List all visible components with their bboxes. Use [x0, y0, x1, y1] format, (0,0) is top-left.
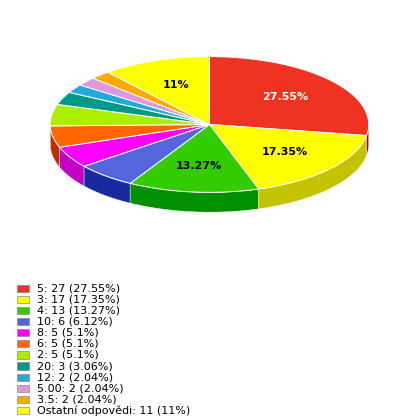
Polygon shape [84, 166, 130, 203]
Text: 2: 5 (5.1%): 2: 5 (5.1%) [37, 350, 99, 360]
Text: 27.55%: 27.55% [262, 92, 308, 102]
Text: 12: 2 (2.04%): 12: 2 (2.04%) [37, 372, 113, 382]
Polygon shape [108, 57, 210, 124]
Polygon shape [57, 92, 210, 124]
Text: 3.5: 2 (2.04%): 3.5: 2 (2.04%) [37, 394, 116, 404]
Bar [17, 396, 29, 403]
Text: 6: 5 (5.1%): 6: 5 (5.1%) [37, 339, 98, 349]
Text: 5.00: 2 (2.04%): 5.00: 2 (2.04%) [37, 383, 124, 393]
Polygon shape [130, 124, 259, 192]
Polygon shape [80, 78, 210, 124]
Text: 13.27%: 13.27% [176, 161, 222, 171]
Polygon shape [50, 104, 210, 126]
Polygon shape [259, 136, 367, 209]
Bar [17, 318, 29, 325]
Polygon shape [210, 57, 369, 136]
Polygon shape [367, 124, 369, 155]
Polygon shape [59, 147, 84, 186]
Polygon shape [69, 85, 210, 124]
Bar [17, 296, 29, 303]
Bar [17, 352, 29, 359]
Text: 10: 6 (6.12%): 10: 6 (6.12%) [37, 317, 113, 327]
Text: 4: 13 (13.27%): 4: 13 (13.27%) [37, 306, 120, 316]
Bar [17, 307, 29, 314]
Polygon shape [210, 124, 367, 189]
Bar [17, 340, 29, 347]
Bar [17, 285, 29, 292]
Bar [17, 329, 29, 337]
Text: Ostatní odpovědi: 11 (11%): Ostatní odpovědi: 11 (11%) [37, 405, 190, 416]
Bar [17, 362, 29, 370]
Polygon shape [93, 72, 210, 124]
Polygon shape [50, 126, 59, 167]
Polygon shape [59, 124, 209, 166]
Text: 17.35%: 17.35% [261, 147, 308, 157]
Bar [17, 385, 29, 392]
Bar [17, 374, 29, 381]
Text: 8: 5 (5.1%): 8: 5 (5.1%) [37, 328, 99, 338]
Polygon shape [50, 124, 210, 147]
Polygon shape [130, 183, 259, 212]
Polygon shape [84, 124, 210, 183]
Text: 11%: 11% [163, 80, 189, 90]
Text: 3: 17 (17.35%): 3: 17 (17.35%) [37, 295, 120, 305]
Text: 20: 3 (3.06%): 20: 3 (3.06%) [37, 361, 113, 371]
Text: 5: 27 (27.55%): 5: 27 (27.55%) [37, 283, 120, 293]
Bar [17, 407, 29, 414]
